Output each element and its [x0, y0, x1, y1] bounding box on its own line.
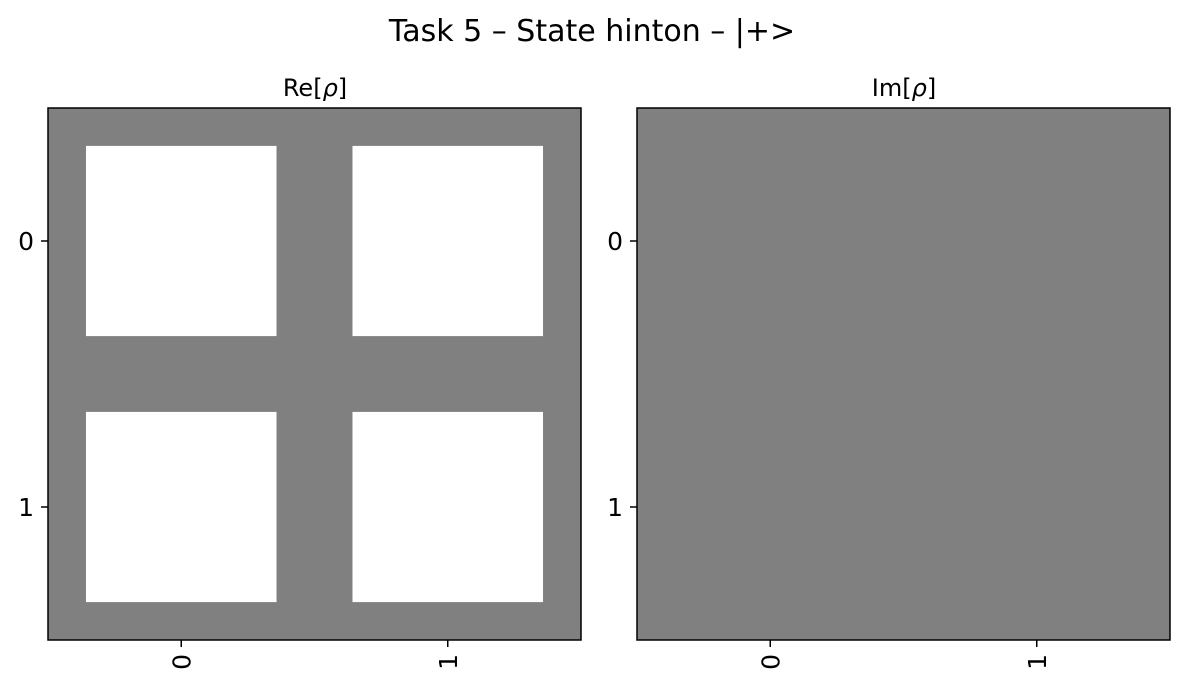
x-tick-label: 1 — [1023, 654, 1052, 670]
x-tick-label: 0 — [167, 654, 196, 670]
axes-frame — [47, 107, 582, 641]
axes-background — [637, 108, 1170, 640]
figure-title: Task 5 – State hinton – |+> — [388, 14, 795, 49]
hinton-square-0-0 — [85, 145, 277, 337]
axes-frame — [636, 107, 1171, 641]
x-tick-label: 0 — [756, 654, 785, 670]
y-tick-label: 1 — [607, 493, 623, 522]
y-tick-label: 1 — [18, 493, 34, 522]
y-tick-label: 0 — [607, 227, 623, 256]
hinton-square-0-1 — [352, 145, 544, 337]
hinton-square-1-1 — [352, 411, 544, 603]
hinton-square-1-0 — [85, 411, 277, 603]
panel-title-real: Re[ρ] — [283, 74, 347, 102]
panel-title-imaginary: Im[ρ] — [872, 74, 936, 102]
x-tick-label: 1 — [434, 654, 463, 670]
y-tick-label: 0 — [18, 227, 34, 256]
hinton-panel-real: Re[ρ] 0 1 0 1 — [18, 74, 582, 670]
hinton-panel-imaginary: Im[ρ] 0 1 0 1 — [607, 74, 1171, 670]
